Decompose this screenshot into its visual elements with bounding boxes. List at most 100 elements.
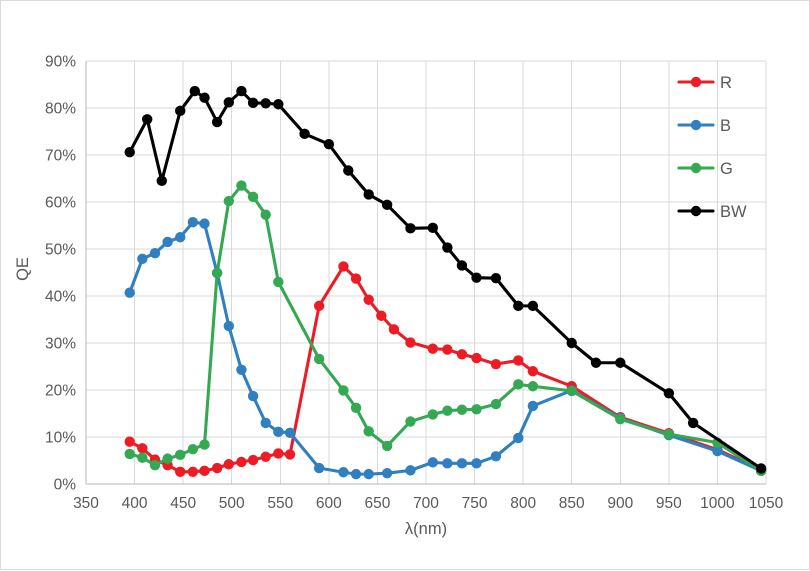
legend-label-R: R (720, 74, 732, 92)
data-point (338, 467, 349, 478)
data-point (427, 409, 438, 420)
data-point (566, 385, 577, 397)
x-tick-label: 800 (510, 495, 536, 512)
y-tick-label: 40% (45, 289, 76, 306)
data-point (223, 320, 234, 332)
data-point (247, 454, 259, 466)
data-point (405, 337, 416, 348)
data-point (376, 310, 387, 321)
legend-item-BW[interactable]: BW (677, 203, 747, 221)
x-tick-label: 650 (364, 495, 390, 512)
y-tick-label: 0% (54, 477, 77, 494)
data-point (755, 463, 767, 474)
series-BW (124, 85, 767, 474)
data-point (124, 287, 135, 298)
data-point (363, 189, 374, 200)
series-G (124, 180, 767, 477)
x-tick-label: 950 (656, 495, 682, 512)
data-point (456, 260, 468, 271)
series-line-R (128, 264, 763, 474)
data-point (427, 343, 438, 354)
data-point (427, 222, 438, 234)
data-point (284, 449, 296, 460)
legend-item-G[interactable]: G (677, 160, 733, 178)
data-point (513, 300, 524, 312)
chart-legend: R B G BW (677, 74, 747, 221)
data-point (323, 138, 335, 150)
data-point (260, 209, 271, 220)
data-point (442, 344, 453, 355)
data-point (236, 85, 247, 97)
data-point (687, 417, 699, 429)
data-point (299, 128, 310, 140)
x-tick-label: 400 (122, 495, 148, 512)
data-point (513, 379, 524, 390)
data-point (137, 253, 148, 265)
data-point (247, 390, 259, 402)
legend-marker-R (690, 76, 702, 88)
x-tick-labels: 350 400 450 500 550 600 650 700 750 800 850 900 950 1… (73, 495, 784, 512)
data-point (260, 417, 271, 429)
data-point (247, 97, 259, 109)
data-point (381, 440, 393, 452)
legend-item-R[interactable]: R (677, 74, 732, 92)
data-point (490, 451, 502, 462)
legend-marker-G (690, 162, 702, 174)
data-point (223, 459, 234, 470)
y-tick-label: 20% (45, 383, 76, 400)
data-point (199, 218, 210, 229)
legend-marker-B (690, 119, 702, 131)
data-point (211, 267, 223, 279)
data-point (513, 355, 524, 366)
data-point (442, 242, 453, 253)
legend-label-BW: BW (720, 203, 747, 221)
data-point (223, 195, 234, 207)
x-tick-label: 500 (219, 495, 245, 512)
data-point (175, 449, 186, 461)
data-point (471, 404, 482, 415)
data-point (513, 432, 524, 444)
data-point (456, 404, 468, 415)
x-tick-label: 600 (316, 495, 342, 512)
data-point (338, 385, 349, 396)
data-point (313, 353, 325, 365)
data-point (260, 98, 271, 109)
data-point (156, 175, 167, 187)
data-point (363, 426, 374, 437)
data-point (236, 180, 247, 191)
data-point (124, 436, 135, 447)
data-point (405, 465, 416, 476)
data-point (590, 357, 602, 368)
x-tick-label: 350 (73, 495, 99, 512)
legend-item-B[interactable]: B (677, 117, 731, 135)
data-point (260, 451, 271, 462)
data-point (456, 458, 468, 469)
data-point (211, 462, 223, 474)
x-tick-label: 750 (462, 495, 488, 512)
x-tick-label: 850 (559, 495, 585, 512)
data-point (566, 337, 577, 349)
data-point (313, 462, 325, 474)
data-point (456, 349, 468, 360)
data-point (490, 398, 502, 410)
data-series-group (124, 85, 767, 480)
x-tick-label: 1000 (700, 495, 735, 512)
x-tick-label: 550 (267, 495, 293, 512)
data-point (142, 114, 153, 125)
legend-label-B: B (720, 117, 731, 135)
data-point (471, 458, 482, 469)
data-point (405, 416, 416, 427)
data-point (149, 248, 161, 259)
y-axis-title: QE (14, 257, 32, 281)
data-point (273, 426, 284, 438)
legend-marker-BW (690, 205, 702, 217)
data-point (199, 92, 210, 103)
data-point (211, 116, 223, 128)
data-point (427, 457, 438, 468)
data-point (199, 465, 210, 477)
data-point (187, 466, 199, 477)
y-tick-label: 70% (45, 148, 76, 165)
y-tick-label: 10% (45, 430, 76, 447)
